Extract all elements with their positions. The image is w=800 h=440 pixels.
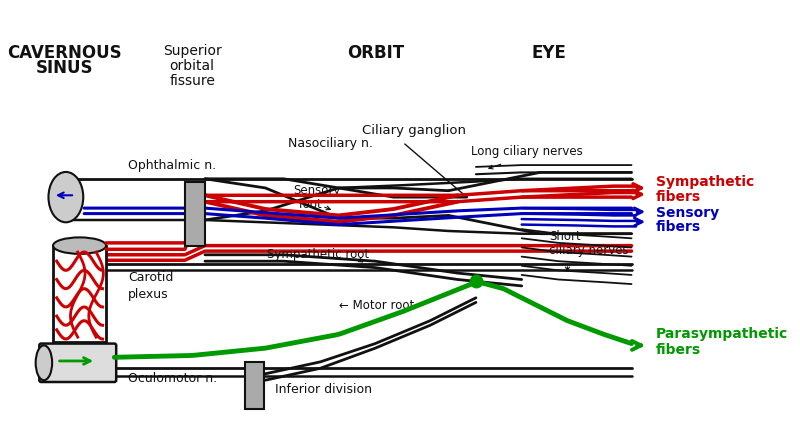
Text: EYE: EYE xyxy=(532,44,566,62)
Ellipse shape xyxy=(53,238,106,254)
Bar xyxy=(185,182,205,246)
Text: ciliary nerves: ciliary nerves xyxy=(549,244,629,257)
Text: Ciliary ganglion: Ciliary ganglion xyxy=(362,124,466,137)
Text: Long ciliary nerves: Long ciliary nerves xyxy=(471,145,583,158)
Ellipse shape xyxy=(36,345,52,380)
Text: Oculomotor n.: Oculomotor n. xyxy=(128,372,218,385)
Text: Short: Short xyxy=(549,230,581,243)
Text: Sensory: Sensory xyxy=(293,184,340,197)
Text: orbital: orbital xyxy=(170,59,214,73)
Text: Inferior division: Inferior division xyxy=(274,383,371,396)
Text: fibers: fibers xyxy=(656,220,702,235)
Text: Ophthalmic n.: Ophthalmic n. xyxy=(128,159,216,172)
Text: Sympathetic root: Sympathetic root xyxy=(267,248,370,261)
Text: CAVERNOUS: CAVERNOUS xyxy=(6,44,122,62)
Text: Parasympathetic: Parasympathetic xyxy=(656,327,789,341)
Bar xyxy=(246,362,263,410)
Text: SINUS: SINUS xyxy=(35,59,93,77)
Text: fibers: fibers xyxy=(656,190,702,204)
Text: root: root xyxy=(299,198,323,211)
Text: Sensory: Sensory xyxy=(656,205,719,220)
Text: fibers: fibers xyxy=(656,343,702,357)
FancyBboxPatch shape xyxy=(53,246,106,342)
Text: ORBIT: ORBIT xyxy=(346,44,404,62)
Text: Superior: Superior xyxy=(162,44,222,58)
Text: Nasociliary n.: Nasociliary n. xyxy=(288,136,373,150)
Text: Sympathetic: Sympathetic xyxy=(656,175,754,189)
Text: Carotid: Carotid xyxy=(128,271,174,284)
Text: ← Motor root: ← Motor root xyxy=(338,298,414,312)
FancyBboxPatch shape xyxy=(39,344,116,382)
Text: plexus: plexus xyxy=(128,288,169,301)
Text: fissure: fissure xyxy=(170,73,215,88)
Ellipse shape xyxy=(49,172,83,222)
